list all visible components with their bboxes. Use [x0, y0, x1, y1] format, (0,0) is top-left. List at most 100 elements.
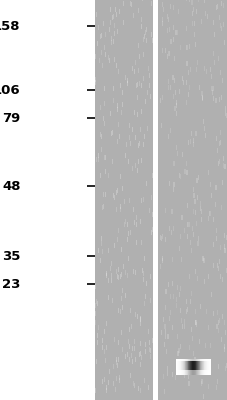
Bar — [182, 80, 183, 85]
Bar — [147, 160, 148, 165]
Bar — [197, 0, 198, 2]
Bar — [160, 98, 161, 103]
Bar — [203, 370, 204, 375]
Bar — [137, 143, 138, 148]
Bar — [136, 10, 137, 15]
Bar — [138, 42, 139, 48]
Bar — [187, 358, 188, 361]
Bar — [100, 34, 101, 39]
Bar — [113, 14, 114, 19]
Bar — [182, 370, 183, 375]
Text: 23: 23 — [2, 278, 20, 290]
Bar — [140, 362, 141, 367]
Bar — [197, 361, 198, 370]
Bar — [203, 126, 204, 131]
Bar — [102, 346, 103, 350]
Bar — [195, 67, 196, 72]
Bar — [120, 247, 121, 252]
Text: 35: 35 — [2, 250, 20, 262]
Bar — [99, 258, 100, 263]
Bar — [164, 324, 165, 330]
Bar — [195, 361, 196, 370]
Bar — [185, 309, 186, 314]
Bar — [131, 66, 132, 71]
Bar — [185, 80, 186, 85]
Bar — [138, 141, 139, 146]
Bar — [124, 75, 125, 80]
Bar — [192, 138, 193, 143]
Bar — [184, 169, 185, 174]
Bar — [126, 352, 127, 356]
Bar — [150, 354, 151, 359]
Bar — [216, 379, 217, 384]
Bar — [132, 127, 133, 132]
Bar — [124, 270, 125, 275]
Bar — [221, 78, 222, 84]
Bar — [187, 370, 188, 375]
Bar — [175, 145, 177, 150]
Bar — [205, 361, 206, 370]
Bar — [212, 242, 213, 247]
Bar — [200, 358, 201, 361]
Bar — [179, 344, 180, 349]
Bar — [104, 192, 105, 197]
Bar — [223, 244, 225, 249]
Bar — [213, 60, 214, 65]
Bar — [170, 310, 171, 315]
Bar — [139, 316, 140, 321]
Bar — [132, 359, 133, 364]
Bar — [217, 320, 218, 325]
Bar — [131, 353, 132, 358]
Bar — [167, 282, 168, 286]
Bar — [183, 358, 184, 361]
Bar — [145, 282, 146, 286]
Bar — [223, 233, 225, 238]
Bar — [149, 348, 150, 353]
Bar — [203, 279, 204, 284]
Bar — [219, 130, 220, 135]
Bar — [106, 388, 107, 393]
Bar — [217, 56, 218, 61]
Bar — [138, 80, 139, 86]
Bar — [135, 240, 136, 245]
Bar — [131, 346, 132, 351]
Bar — [116, 103, 117, 108]
Bar — [219, 23, 220, 28]
Bar — [97, 41, 98, 46]
Bar — [102, 204, 103, 209]
Bar — [164, 48, 165, 53]
Bar — [192, 358, 193, 361]
Bar — [148, 73, 149, 78]
Bar — [145, 180, 146, 186]
Bar — [186, 45, 188, 50]
Bar — [113, 193, 114, 198]
Bar — [102, 205, 103, 210]
Bar — [175, 370, 176, 375]
Bar — [99, 132, 100, 137]
Bar — [189, 67, 190, 72]
Bar — [104, 358, 105, 363]
Bar — [223, 248, 225, 254]
Bar — [128, 123, 129, 128]
Bar — [190, 132, 191, 136]
Bar — [104, 329, 105, 334]
Bar — [101, 50, 102, 55]
Bar — [159, 264, 160, 269]
Bar — [173, 26, 174, 30]
Bar — [150, 94, 151, 99]
Bar — [106, 345, 107, 350]
Bar — [185, 358, 186, 361]
Bar — [188, 140, 189, 145]
Bar — [139, 341, 140, 346]
Bar — [180, 361, 181, 370]
Bar — [191, 358, 192, 361]
Bar — [214, 202, 215, 207]
Bar — [166, 366, 167, 372]
Bar — [115, 360, 116, 365]
Bar — [216, 4, 217, 9]
Bar — [142, 271, 143, 276]
Bar — [205, 368, 206, 374]
Bar — [175, 103, 176, 108]
Bar — [137, 68, 138, 73]
Bar — [216, 263, 217, 268]
